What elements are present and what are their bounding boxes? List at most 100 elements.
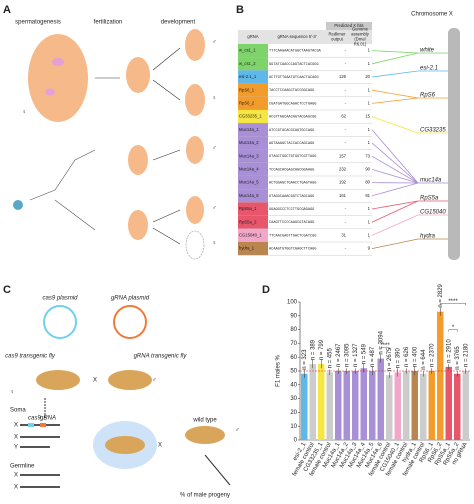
genome-hits: 1	[368, 127, 371, 132]
row-color	[238, 242, 268, 256]
connector	[371, 129, 419, 184]
n-label: n = 799	[319, 339, 325, 360]
redkmer-hits: 192	[339, 180, 347, 185]
grna-sequence: GTAGCTGGCTGTGGTCGTTAGG	[269, 155, 316, 159]
connector	[371, 182, 419, 197]
n-label: n = 549	[361, 343, 367, 364]
grna-name: hydra_1	[239, 246, 255, 251]
bar	[360, 368, 367, 440]
redkmer-hits: 126	[339, 74, 347, 79]
stage-label: spermatogenesis	[15, 20, 61, 26]
y-tick-label: 30	[290, 396, 297, 402]
gene-label: white	[420, 48, 435, 54]
n-label: n = 455	[327, 348, 333, 369]
row-color	[238, 123, 268, 137]
grna-name: Muc14a_2	[239, 140, 259, 145]
redkmer-hits: 62	[341, 114, 346, 119]
n-label: n = 390	[395, 348, 401, 369]
gene-label: RpS5a	[420, 196, 439, 202]
connector	[371, 89, 419, 99]
significance-bracket	[448, 329, 458, 332]
bar	[394, 372, 401, 440]
row-color	[238, 215, 268, 229]
chrom-label: X	[14, 423, 18, 429]
bar	[454, 373, 461, 440]
bar	[369, 371, 376, 440]
bar	[403, 371, 410, 440]
table-header: Predicted X hits	[334, 23, 363, 28]
plasmid-label: gRNA plasmid	[111, 296, 150, 302]
sex-symbol: ♂	[152, 378, 157, 384]
genome-hits: 81	[365, 193, 370, 198]
sex-symbol: ♂	[212, 40, 217, 46]
panel-c-art	[20, 305, 231, 488]
n-label: n = 487	[370, 346, 376, 367]
grna-name: RpS5a_1	[239, 206, 257, 211]
stage-label: fertilization	[94, 20, 123, 26]
grna-name: w_cs1_2	[239, 61, 256, 66]
redkmer-hits: -	[345, 206, 347, 211]
row-color	[238, 70, 268, 84]
bar	[377, 358, 384, 440]
gene-label: esi-2.1	[420, 66, 438, 72]
grna-sequence: GGAGGCCCTCCTTGCGAGAGG	[269, 208, 314, 212]
row-color	[238, 202, 268, 216]
bar	[420, 373, 427, 440]
fly-label: gRNA transgenic fly	[134, 354, 188, 360]
y-tick-label: 80	[290, 327, 297, 333]
chrom-label: X	[14, 473, 18, 479]
genome-hits: 1	[368, 233, 371, 238]
row-color	[238, 189, 268, 203]
grna-name: Muc14a_3	[239, 153, 259, 158]
n-label: n = 2675	[387, 347, 393, 371]
redkmer-hits: -	[345, 87, 347, 92]
sex-symbol: ♀	[10, 390, 15, 396]
bar	[343, 371, 350, 440]
genome-hits: 1	[368, 61, 371, 66]
table-header: gRNA sequence 5'-3'	[277, 34, 316, 39]
n-label: n = 644	[421, 349, 427, 370]
bar	[386, 375, 393, 440]
grna-sequence: TCCAGCACGAGCAGCGGAAGG	[269, 168, 314, 172]
table-header: gRNA	[247, 34, 258, 39]
row-color	[238, 44, 268, 58]
genome-hits: 1	[368, 101, 371, 106]
y-axis-label: F1 males %	[276, 355, 282, 387]
redkmer-hits: -	[345, 127, 347, 132]
germline-label: Germline	[10, 464, 35, 470]
redkmer-hits: -	[345, 219, 347, 224]
grna-name: RpS6_1	[239, 87, 255, 92]
grna-sequence: GTAGGCAAACGGTCTAGCAGG	[269, 195, 314, 199]
connector	[371, 238, 419, 249]
grna-name: CG15040_1	[239, 233, 262, 238]
sex-symbol: ♀	[22, 110, 27, 116]
grna-name: RpS6_2	[239, 101, 255, 106]
header-bg	[238, 30, 372, 44]
grna-sequence: TTCAACGAGTTGACTCGATCGG	[269, 234, 316, 238]
genome-hits: 9	[368, 246, 371, 251]
gene-label: CG15040	[420, 210, 446, 216]
row-color	[238, 136, 268, 150]
y-tick-label: 90	[290, 313, 297, 319]
gene-label: hydra	[420, 234, 436, 240]
genome-hits: 73	[365, 153, 370, 158]
connector	[371, 200, 419, 210]
y-tick-label: 70	[290, 341, 297, 347]
genome-hits: 1	[368, 219, 371, 224]
chrom-label: X	[14, 485, 18, 491]
row-color	[238, 149, 268, 163]
n-label: n = 2910	[446, 339, 452, 363]
genome-hits: 15	[365, 114, 370, 119]
n-label: n = 2180	[463, 343, 469, 367]
significance-bracket	[380, 347, 390, 350]
table-header: Genome assembly (Dmel R6.01)	[351, 27, 370, 47]
connector	[371, 200, 419, 223]
genome-hits: 1	[368, 87, 371, 92]
genome-hits: 20	[365, 74, 370, 79]
grna-sequence: GGTATCAACCCAGTACTCACGGG	[269, 63, 319, 67]
cross-label: X	[93, 378, 97, 384]
redkmer-hits: -	[345, 61, 347, 66]
panel-a-art	[13, 29, 205, 260]
wild-type-label: wild type	[192, 418, 217, 424]
n-label: n = 1327	[353, 343, 359, 367]
